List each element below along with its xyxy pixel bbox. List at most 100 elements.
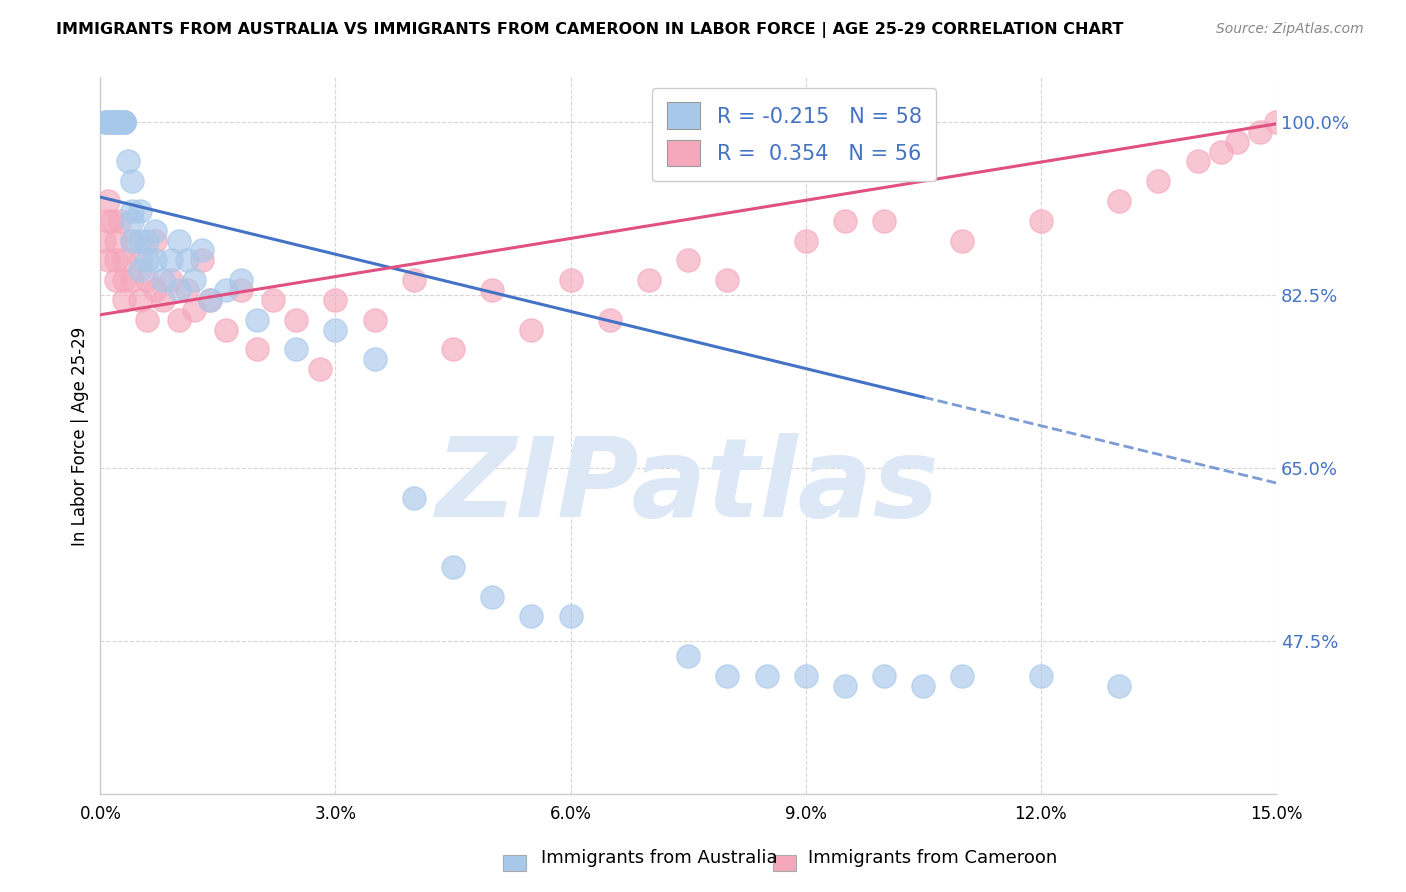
Point (285, 343, 308, 357)
Point (676, 253, 699, 268)
Point (599, 312, 621, 326)
Point (262, 293, 284, 307)
Point (105, 253, 128, 268)
Point (183, 302, 205, 317)
Point (167, 234, 190, 248)
Point (441, 343, 464, 357)
Point (105, 115, 128, 129)
Point (97, 214, 120, 228)
Point (912, 679, 935, 693)
Point (112, 115, 135, 129)
Point (128, 234, 150, 248)
Legend: R = -0.215   N = 58, R =  0.354   N = 56: R = -0.215 N = 58, R = 0.354 N = 56 (652, 87, 936, 181)
Point (101, 115, 124, 129)
Point (231, 283, 253, 297)
Point (755, 669, 778, 683)
Point (108, 214, 131, 228)
Text: IMMIGRANTS FROM AUSTRALIA VS IMMIGRANTS FROM CAMEROON IN LABOR FORCE | AGE 25-29: IMMIGRANTS FROM AUSTRALIA VS IMMIGRANTS … (56, 22, 1123, 38)
Point (231, 273, 253, 287)
Point (105, 115, 128, 129)
Point (325, 323, 347, 337)
Point (97, 253, 120, 268)
Point (1226, 135, 1249, 149)
Point (121, 234, 143, 248)
Point (402, 273, 425, 287)
Point (121, 203, 143, 218)
Point (1147, 174, 1170, 188)
Point (481, 590, 503, 604)
Point (363, 312, 385, 326)
Point (1108, 194, 1130, 208)
Point (560, 273, 582, 287)
Point (873, 669, 896, 683)
Text: Immigrants from Australia: Immigrants from Australia (541, 848, 778, 866)
Point (121, 174, 143, 188)
Point (143, 253, 166, 268)
Point (794, 234, 817, 248)
Point (97, 115, 120, 129)
Point (183, 273, 205, 287)
Point (215, 283, 238, 297)
Point (520, 323, 543, 337)
Point (246, 343, 269, 357)
Point (1029, 669, 1052, 683)
Point (716, 669, 738, 683)
Point (136, 253, 159, 268)
Point (873, 214, 896, 228)
Point (191, 253, 214, 268)
Point (325, 293, 347, 307)
Point (794, 669, 817, 683)
Point (108, 115, 131, 129)
Point (93, 115, 115, 129)
Point (136, 273, 159, 287)
Text: ZIPatlas: ZIPatlas (436, 433, 941, 540)
Point (112, 273, 135, 287)
Point (834, 679, 856, 693)
Point (93, 234, 115, 248)
Point (128, 203, 150, 218)
Point (952, 234, 974, 248)
Point (1265, 115, 1288, 129)
Point (128, 293, 150, 307)
Point (1249, 125, 1271, 139)
Point (638, 273, 661, 287)
Point (121, 234, 143, 248)
Point (560, 609, 582, 624)
Point (176, 283, 198, 297)
Point (167, 283, 190, 297)
Point (441, 560, 464, 574)
Point (143, 283, 166, 297)
Point (112, 253, 135, 268)
Point (105, 115, 128, 129)
Point (198, 293, 221, 307)
Point (105, 273, 128, 287)
Point (152, 293, 174, 307)
Point (105, 234, 128, 248)
Point (676, 648, 699, 663)
Point (121, 214, 143, 228)
Point (97, 115, 120, 129)
Point (97, 115, 120, 129)
Point (152, 273, 174, 287)
Point (105, 115, 128, 129)
Point (143, 234, 166, 248)
Point (1108, 679, 1130, 693)
Y-axis label: In Labor Force | Age 25-29: In Labor Force | Age 25-29 (72, 326, 89, 546)
Point (108, 115, 131, 129)
Point (136, 312, 159, 326)
Point (834, 214, 856, 228)
Point (143, 224, 166, 238)
Point (160, 253, 183, 268)
Point (1029, 214, 1052, 228)
Point (112, 293, 135, 307)
Point (101, 214, 124, 228)
Point (176, 253, 198, 268)
Point (112, 115, 135, 129)
Point (136, 234, 159, 248)
Point (308, 362, 330, 376)
Point (167, 312, 190, 326)
Point (246, 312, 269, 326)
Point (198, 293, 221, 307)
Point (215, 323, 238, 337)
Point (112, 115, 135, 129)
